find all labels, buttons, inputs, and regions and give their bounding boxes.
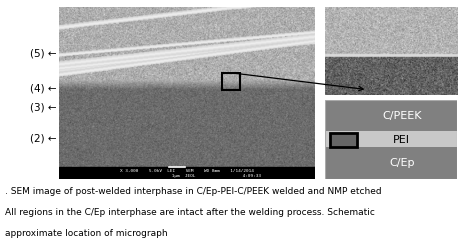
Bar bbox=[325, 101, 457, 131]
Bar bbox=[59, 167, 315, 179]
Text: . SEM image of post-welded interphase in C/Ep-PEI-C/PEEK welded and NMP etched: . SEM image of post-welded interphase in… bbox=[5, 187, 382, 196]
Text: C/PEEK: C/PEEK bbox=[382, 111, 421, 121]
Bar bbox=[330, 133, 356, 147]
Bar bbox=[325, 147, 457, 179]
Text: (2) ←: (2) ← bbox=[30, 133, 57, 143]
Text: X 3,000    5.0kV  LEI    SEM    WD 8mm    1/14/2014
                      1μm  J: X 3,000 5.0kV LEI SEM WD 8mm 1/14/2014 1… bbox=[114, 169, 261, 178]
Text: (4) ←: (4) ← bbox=[30, 83, 57, 93]
Text: C/Ep: C/Ep bbox=[389, 158, 414, 168]
Bar bbox=[325, 131, 457, 149]
Text: PEI: PEI bbox=[393, 135, 410, 145]
Bar bbox=[222, 73, 240, 90]
Text: approximate location of micrograph: approximate location of micrograph bbox=[5, 229, 167, 238]
Text: (3) ←: (3) ← bbox=[30, 102, 57, 112]
Text: All regions in the C/Ep interphase are intact after the welding process. Schemat: All regions in the C/Ep interphase are i… bbox=[5, 208, 374, 217]
Text: (5) ←: (5) ← bbox=[30, 49, 57, 59]
